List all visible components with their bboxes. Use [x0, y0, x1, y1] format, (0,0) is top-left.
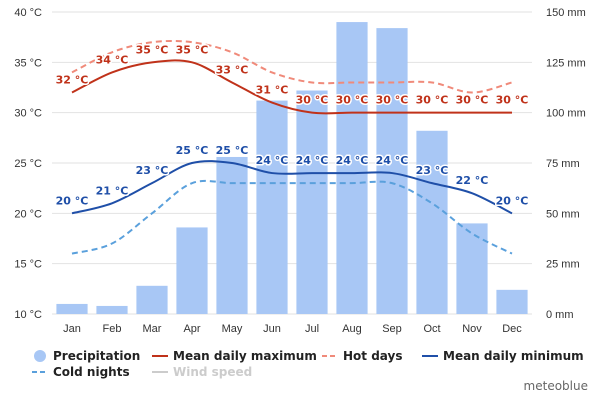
- x-tick-dec: Dec: [502, 323, 522, 335]
- bar-jul: [296, 90, 328, 315]
- legend-item-mean-daily-maximum[interactable]: Mean daily maximum: [152, 349, 317, 363]
- legend-label-precipitation: Precipitation: [53, 349, 140, 363]
- label-mean-daily-maximum-mar: 35 °C: [136, 43, 169, 56]
- label-mean-daily-maximum-jan: 32 °C: [56, 74, 89, 87]
- bar-nov: [456, 223, 488, 314]
- legend-label-mean-daily-maximum: Mean daily maximum: [173, 349, 317, 363]
- label-mean-daily-minimum-may: 25 °C: [216, 144, 249, 157]
- x-tick-may: May: [222, 323, 243, 335]
- label-mean-daily-minimum-nov: 22 °C: [456, 174, 489, 187]
- x-tick-aug: Aug: [342, 323, 362, 335]
- x-tick-nov: Nov: [462, 323, 482, 335]
- line-cold-nights: [71, 179, 513, 255]
- legend-label-cold-nights: Cold nights: [53, 365, 130, 379]
- label-mean-daily-minimum-apr: 25 °C: [176, 144, 209, 157]
- label-mean-daily-minimum-sep: 24 °C: [376, 154, 409, 167]
- label-mean-daily-maximum-aug: 30 °C: [336, 94, 369, 107]
- bar-sep: [376, 28, 408, 315]
- legend-marker-precipitation: [34, 350, 46, 362]
- legend-item-precipitation[interactable]: Precipitation: [34, 349, 140, 363]
- y-right-tick: 50 mm: [546, 208, 580, 220]
- label-mean-daily-maximum-nov: 30 °C: [456, 94, 489, 107]
- y-right-tick: 0 mm: [546, 309, 574, 321]
- bar-may: [216, 156, 248, 314]
- credit-text: meteoblue: [524, 379, 588, 393]
- y-right-tick: 100 mm: [546, 108, 586, 120]
- x-tick-apr: Apr: [183, 323, 200, 335]
- label-mean-daily-minimum-aug: 24 °C: [336, 154, 369, 167]
- label-mean-daily-maximum-jul: 30 °C: [296, 94, 329, 107]
- line-mean-daily-maximum: [71, 59, 512, 115]
- legend-label-mean-daily-minimum: Mean daily minimum: [443, 349, 584, 363]
- label-mean-daily-maximum-jun: 31 °C: [256, 84, 289, 97]
- x-tick-oct: Oct: [423, 323, 440, 335]
- bar-jan: [56, 303, 88, 314]
- legend-item-hot-days[interactable]: Hot days: [322, 349, 402, 363]
- label-mean-daily-minimum-feb: 21 °C: [96, 184, 129, 197]
- grid-lines: [52, 11, 532, 315]
- bar-apr: [176, 227, 208, 314]
- label-mean-daily-minimum-mar: 23 °C: [136, 164, 169, 177]
- x-tick-jul: Jul: [305, 323, 319, 335]
- label-mean-daily-maximum-feb: 34 °C: [96, 53, 129, 66]
- label-mean-daily-maximum-apr: 35 °C: [176, 43, 209, 56]
- bar-aug: [336, 22, 368, 315]
- x-tick-mar: Mar: [143, 323, 162, 335]
- x-tick-sep: Sep: [382, 323, 402, 335]
- x-tick-feb: Feb: [103, 323, 122, 335]
- legend-label-hot-days: Hot days: [343, 349, 402, 363]
- y-left-tick: 25 °C: [14, 158, 42, 170]
- data-labels: 32 °C 34 °C 35 °C 35 °C 33 °C 31 °C 30 °C 30 °C…: [54, 42, 530, 209]
- y-left-tick: 40 °C: [14, 7, 42, 19]
- label-mean-daily-minimum-jul: 24 °C: [296, 154, 329, 167]
- label-mean-daily-maximum-dec: 30 °C: [496, 94, 529, 107]
- y-right-tick: 75 mm: [546, 158, 580, 170]
- label-mean-daily-maximum-may: 33 °C: [216, 63, 249, 76]
- bar-jun: [256, 100, 288, 314]
- y-right-tick: 125 mm: [546, 57, 586, 69]
- y-right-tick: 25 mm: [546, 259, 580, 271]
- y-left-tick: 20 °C: [14, 208, 42, 220]
- y-right-tick: 150 mm: [546, 7, 586, 19]
- bar-oct: [416, 130, 448, 314]
- line-hot-days: [71, 39, 513, 94]
- legend-label-wind-speed: Wind speed: [173, 365, 252, 379]
- y-left-tick: 10 °C: [14, 309, 42, 321]
- legend-item-cold-nights[interactable]: Cold nights: [32, 365, 130, 379]
- label-mean-daily-minimum-dec: 20 °C: [496, 194, 529, 207]
- bar-dec: [496, 289, 528, 314]
- x-tick-jun: Jun: [263, 323, 281, 335]
- label-mean-daily-minimum-jan: 20 °C: [56, 194, 89, 207]
- y-left-tick: 35 °C: [14, 57, 42, 69]
- legend-item-mean-daily-minimum[interactable]: Mean daily minimum: [422, 349, 584, 363]
- label-mean-daily-minimum-oct: 23 °C: [416, 164, 449, 177]
- label-mean-daily-maximum-oct: 30 °C: [416, 94, 449, 107]
- y-left-tick: 15 °C: [14, 259, 42, 271]
- line-mean-daily-minimum: [71, 160, 513, 215]
- legend[interactable]: Precipitation Mean daily maximum Hot days M…: [32, 349, 584, 379]
- temperature-lines: [71, 39, 513, 255]
- legend-item-wind-speed[interactable]: Wind speed: [152, 365, 252, 379]
- bar-feb: [96, 305, 128, 314]
- x-tick-jan: Jan: [63, 323, 81, 335]
- y-left-tick: 30 °C: [14, 108, 42, 120]
- axis-ticks: 10 °C 0 mm 15 °C 25 mm 20 °C 50 mm 25 °C 75 mm 3…: [14, 7, 585, 335]
- label-mean-daily-maximum-sep: 30 °C: [376, 94, 409, 107]
- label-mean-daily-minimum-jun: 24 °C: [256, 154, 289, 167]
- bar-mar: [136, 285, 168, 314]
